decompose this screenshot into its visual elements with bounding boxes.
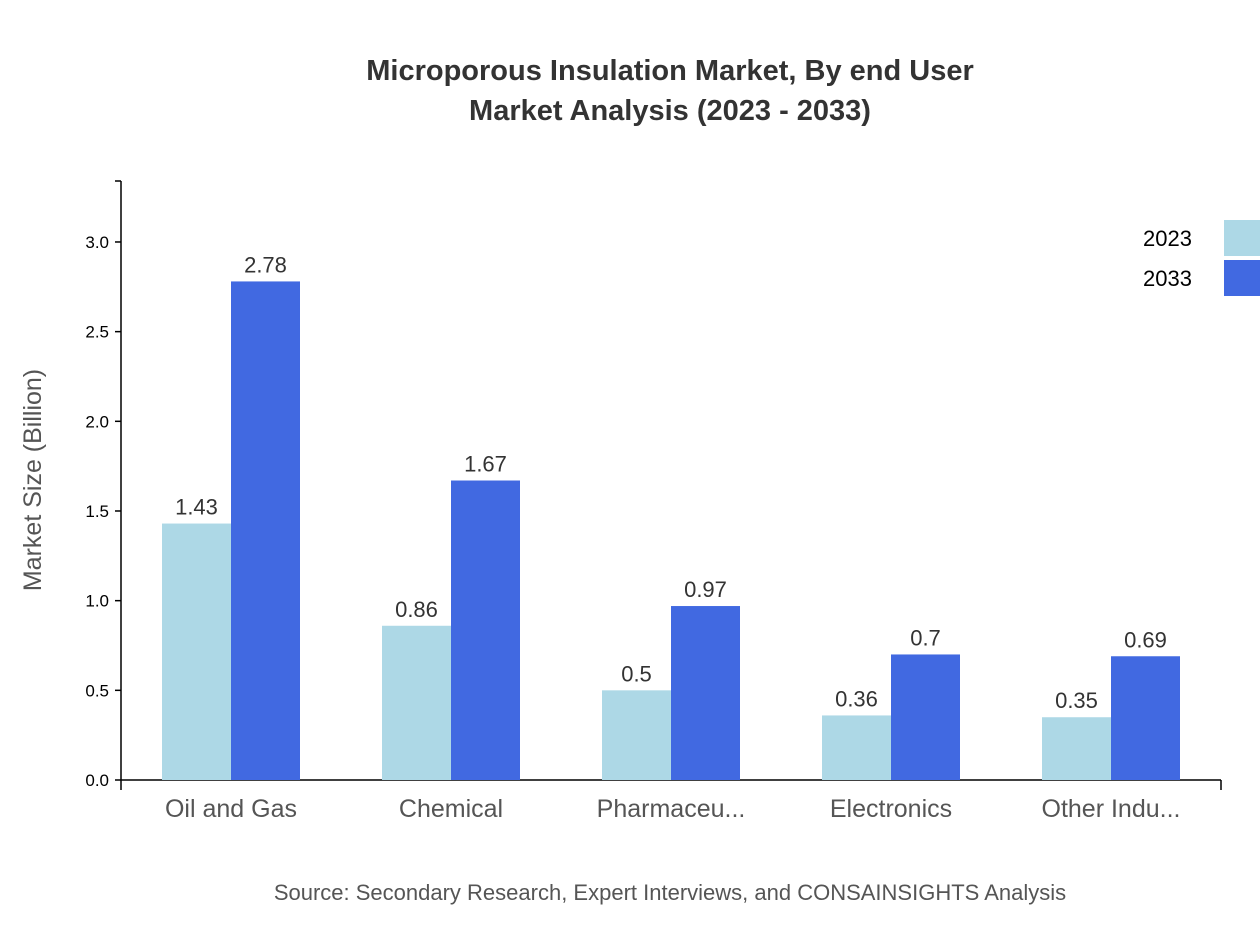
bar-2023 [382, 625, 451, 780]
chart-subtitle: Market Analysis (2023 - 2033) [469, 95, 871, 127]
y-tick-label: 0.0 [85, 771, 109, 790]
y-tick-label: 0.5 [85, 681, 109, 700]
data-label: 0.7 [910, 625, 941, 650]
x-tick-label: Electronics [830, 795, 952, 823]
bar-2033 [1111, 656, 1180, 780]
y-tick-label: 1.5 [85, 502, 109, 521]
bar-2023 [602, 690, 671, 780]
bar-2033 [231, 281, 300, 780]
chart-title: Microporous Insulation Market, By end Us… [366, 55, 974, 87]
y-tick-label: 1.0 [85, 592, 109, 611]
legend-swatch-2023 [1224, 220, 1260, 256]
x-tick-label: Chemical [399, 795, 503, 823]
data-label: 0.35 [1055, 688, 1098, 713]
data-label: 0.36 [835, 686, 878, 711]
bar-2023 [1042, 717, 1111, 780]
y-tick-label: 2.0 [85, 412, 109, 431]
legend-label: 2033 [1143, 266, 1192, 291]
legend-swatch-2033 [1224, 260, 1260, 296]
data-label: 0.86 [395, 597, 438, 622]
bar-2033 [671, 606, 740, 780]
data-label: 2.78 [244, 252, 287, 277]
x-tick-label: Pharmaceu... [597, 795, 746, 823]
data-label: 0.69 [1124, 627, 1167, 652]
data-label: 0.5 [621, 661, 652, 686]
bar-2033 [891, 654, 960, 780]
data-label: 1.67 [464, 452, 507, 477]
bar-2023 [162, 523, 231, 780]
y-axis-label: Market Size (Billion) [19, 369, 47, 591]
data-label: 1.43 [175, 495, 218, 520]
y-tick-label: 3.0 [85, 233, 109, 252]
x-tick-label: Other Indu... [1042, 795, 1181, 823]
y-tick-label: 2.5 [85, 323, 109, 342]
x-tick-label: Oil and Gas [165, 795, 297, 823]
legend-label: 2023 [1143, 226, 1192, 251]
bar-2033 [451, 480, 520, 780]
source-note: Source: Secondary Research, Expert Inter… [274, 880, 1066, 905]
bar-2023 [822, 715, 891, 780]
data-label: 0.97 [684, 577, 727, 602]
